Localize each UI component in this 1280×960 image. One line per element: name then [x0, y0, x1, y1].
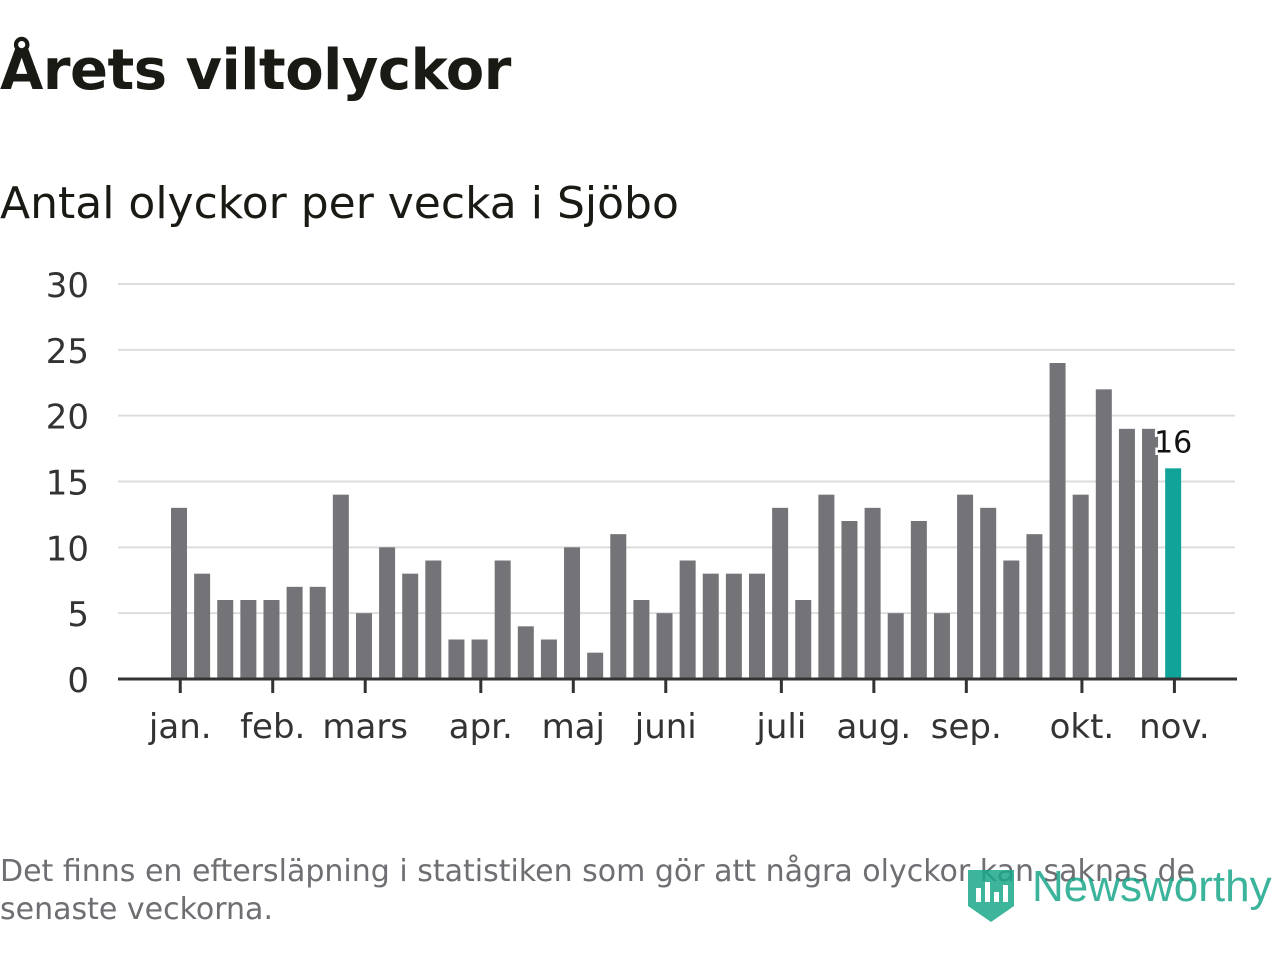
- y-tick-label: 25: [46, 332, 89, 372]
- bar: [772, 507, 789, 679]
- y-tick-label: 0: [67, 661, 89, 701]
- y-tick-label: 15: [46, 464, 89, 504]
- x-tick-label: jan.: [148, 707, 212, 747]
- bar: [263, 600, 280, 679]
- bar: [1049, 363, 1066, 679]
- bar: [610, 534, 627, 679]
- bar: [795, 600, 812, 679]
- y-tick-label: 5: [67, 595, 89, 635]
- bar: [240, 600, 257, 679]
- bar-highlight: [1165, 468, 1182, 679]
- bar: [1095, 389, 1112, 679]
- bar: [702, 573, 719, 679]
- bar: [864, 507, 881, 679]
- bar: [286, 586, 303, 679]
- x-tick-label: maj: [542, 707, 605, 747]
- bar: [587, 652, 604, 679]
- x-axis-ticks: jan. feb. mars apr. maj juni juli aug. sep. okt. n…: [148, 679, 1210, 747]
- bar: [309, 586, 326, 679]
- bar: [332, 494, 349, 679]
- bar: [841, 521, 858, 679]
- x-tick-label: apr.: [449, 707, 513, 747]
- bar: [1026, 534, 1043, 679]
- bar: [656, 613, 673, 679]
- x-tick-label: mars: [322, 707, 408, 747]
- chart-subtitle: Antal olyckor per vecka i Sjöbo: [0, 178, 679, 229]
- bar: [194, 573, 211, 679]
- x-tick-label: feb.: [240, 707, 305, 747]
- bar: [887, 613, 904, 679]
- bar: [494, 560, 511, 679]
- newsworthy-logo-icon: [968, 870, 1014, 922]
- bar: [1003, 560, 1020, 679]
- bar: [933, 613, 950, 679]
- bar: [679, 560, 696, 679]
- bar: [355, 613, 372, 679]
- bar: [402, 573, 419, 679]
- annotations: 16: [1152, 423, 1195, 463]
- bar: [1142, 428, 1159, 679]
- bar: [725, 573, 742, 679]
- brand-logo: Newsworthy: [964, 858, 1280, 928]
- highlight-data-label: 16: [1154, 425, 1192, 460]
- x-tick-label: sep.: [931, 707, 1002, 747]
- x-tick-label: juni: [634, 707, 697, 747]
- bar-chart: 0 5 10 15 20 25 30 jan. feb. mars apr. maj juni juli…: [46, 266, 1237, 747]
- y-tick-label: 10: [46, 529, 89, 569]
- bar: [1072, 494, 1089, 679]
- bar: [425, 560, 442, 679]
- bar: [749, 573, 765, 679]
- bar: [633, 600, 650, 679]
- bar: [379, 547, 396, 679]
- x-tick-label: nov.: [1139, 707, 1210, 747]
- x-tick-label: okt.: [1050, 707, 1115, 747]
- bar: [217, 600, 234, 679]
- bar: [1118, 428, 1135, 679]
- x-tick-label: aug.: [836, 707, 911, 747]
- y-tick-label: 30: [46, 266, 89, 306]
- bar: [980, 507, 997, 679]
- x-tick-label: juli: [755, 707, 806, 747]
- bar: [540, 639, 557, 679]
- bar: [818, 494, 835, 679]
- bar: [910, 521, 927, 679]
- brand-name: Newsworthy: [1032, 862, 1272, 911]
- y-tick-label: 20: [46, 398, 89, 438]
- bar: [471, 639, 488, 679]
- bar: [448, 639, 465, 679]
- chart-title: Årets viltolyckor: [0, 38, 511, 103]
- y-axis-tick-labels: 0 5 10 15 20 25 30: [46, 266, 89, 701]
- bar: [517, 626, 534, 679]
- bar: [957, 494, 974, 679]
- gridlines: [118, 283, 1235, 615]
- bars: [171, 363, 1182, 679]
- bar: [171, 507, 187, 679]
- bar: [564, 547, 581, 679]
